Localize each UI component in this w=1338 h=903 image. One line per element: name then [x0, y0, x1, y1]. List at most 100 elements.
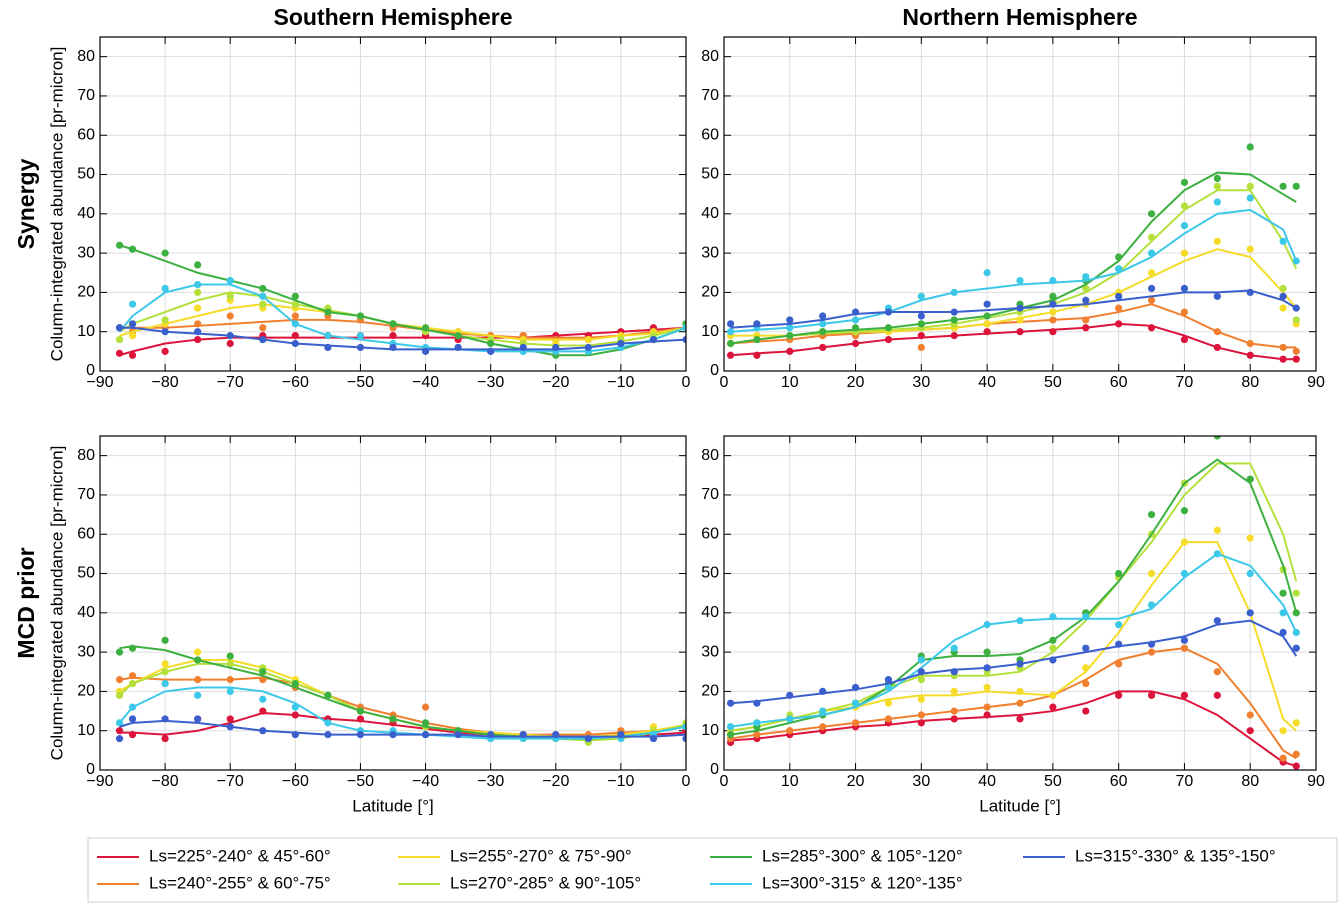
- x-tick-label: −30: [477, 773, 504, 790]
- x-tick-label: −60: [282, 773, 309, 790]
- data-point: [917, 711, 925, 719]
- y-tick-label: 40: [77, 205, 95, 222]
- data-point: [1049, 644, 1057, 652]
- data-point: [115, 727, 124, 735]
- data-point: [226, 339, 234, 348]
- legend-label: Ls=285°-300° & 105°-120°: [762, 846, 963, 865]
- data-point: [454, 731, 462, 739]
- data-point: [1246, 339, 1254, 348]
- x-tick-label: −50: [347, 374, 374, 391]
- data-point: [617, 731, 625, 739]
- data-point: [389, 320, 397, 328]
- data-point: [1213, 668, 1221, 676]
- x-tick-label: 70: [1176, 374, 1194, 391]
- data-point: [726, 328, 735, 336]
- data-point: [291, 731, 299, 739]
- data-point: [1115, 621, 1123, 629]
- y-tick-label: 10: [701, 323, 719, 340]
- data-point: [1180, 178, 1189, 186]
- y-tick-label: 30: [77, 244, 95, 261]
- data-point: [851, 308, 860, 316]
- plot-area: [115, 636, 686, 747]
- data-point: [1180, 569, 1189, 578]
- data-point: [917, 719, 925, 727]
- x-tick-label: 90: [1307, 374, 1325, 391]
- data-point: [1213, 198, 1221, 206]
- data-point: [194, 676, 202, 684]
- data-point: [259, 668, 267, 676]
- y-tick-label: 30: [701, 643, 719, 660]
- data-point: [552, 343, 560, 352]
- data-point: [1292, 347, 1300, 355]
- data-point: [983, 703, 991, 711]
- y-tick-label: 20: [77, 284, 95, 301]
- data-point: [1082, 707, 1090, 715]
- data-point: [1279, 628, 1287, 637]
- y-tick-label: 50: [77, 166, 95, 183]
- data-point: [884, 324, 893, 332]
- data-point: [584, 734, 592, 743]
- data-point: [487, 347, 495, 355]
- data-point: [1292, 182, 1300, 190]
- data-point: [851, 339, 860, 348]
- data-point: [115, 335, 124, 344]
- data-point: [884, 699, 893, 707]
- data-point: [1049, 636, 1057, 644]
- y-tick-label: 50: [701, 565, 719, 582]
- data-point: [950, 288, 958, 297]
- data-point: [389, 715, 397, 723]
- data-point: [259, 292, 267, 300]
- data-point: [324, 308, 332, 316]
- data-point: [128, 300, 137, 308]
- x-tick-label: 50: [1044, 374, 1062, 391]
- x-tick-label: −30: [477, 374, 504, 391]
- data-point: [291, 312, 299, 320]
- data-point: [1115, 660, 1123, 668]
- data-point: [1147, 691, 1156, 699]
- data-point: [1115, 265, 1123, 273]
- data-point: [115, 691, 124, 699]
- data-point: [1180, 691, 1189, 699]
- data-point: [1214, 428, 1221, 435]
- y-tick-label: 80: [77, 48, 95, 65]
- data-point: [519, 343, 527, 352]
- data-point: [753, 719, 761, 727]
- data-point: [194, 656, 202, 664]
- data-point: [1115, 640, 1123, 648]
- data-point: [1213, 343, 1221, 352]
- data-point: [259, 300, 267, 308]
- data-point: [819, 707, 827, 715]
- data-point: [115, 324, 124, 332]
- x-tick-label: −10: [607, 374, 634, 391]
- x-tick-label: 70: [1176, 773, 1194, 790]
- data-point: [1246, 245, 1254, 253]
- x-tick-label: −40: [412, 374, 439, 391]
- data-point: [786, 316, 794, 324]
- data-point: [161, 328, 169, 336]
- data-point: [726, 723, 735, 731]
- axes-frame: [723, 435, 1317, 771]
- data-point: [161, 715, 169, 723]
- data-point: [1016, 687, 1024, 696]
- data-point: [884, 308, 893, 316]
- data-point: [1147, 648, 1156, 656]
- data-point: [1292, 719, 1300, 727]
- legend-label: Ls=270°-285° & 90°-105°: [450, 873, 641, 892]
- data-point: [259, 695, 267, 703]
- data-point: [983, 320, 991, 328]
- data-point: [1115, 304, 1123, 312]
- row-label: MCD prior: [13, 547, 39, 658]
- data-point: [786, 715, 794, 723]
- data-point: [194, 328, 202, 336]
- data-point: [1082, 613, 1090, 621]
- x-tick-label: 40: [978, 773, 996, 790]
- data-point: [259, 707, 267, 715]
- data-point: [259, 676, 267, 684]
- x-tick-label: −40: [412, 773, 439, 790]
- data-point: [983, 312, 991, 320]
- data-point: [194, 288, 202, 297]
- legend-label: Ls=255°-270° & 75°-90°: [450, 846, 632, 865]
- data-point: [1147, 249, 1156, 257]
- y-tick-label: 0: [710, 362, 719, 379]
- data-point: [487, 731, 495, 739]
